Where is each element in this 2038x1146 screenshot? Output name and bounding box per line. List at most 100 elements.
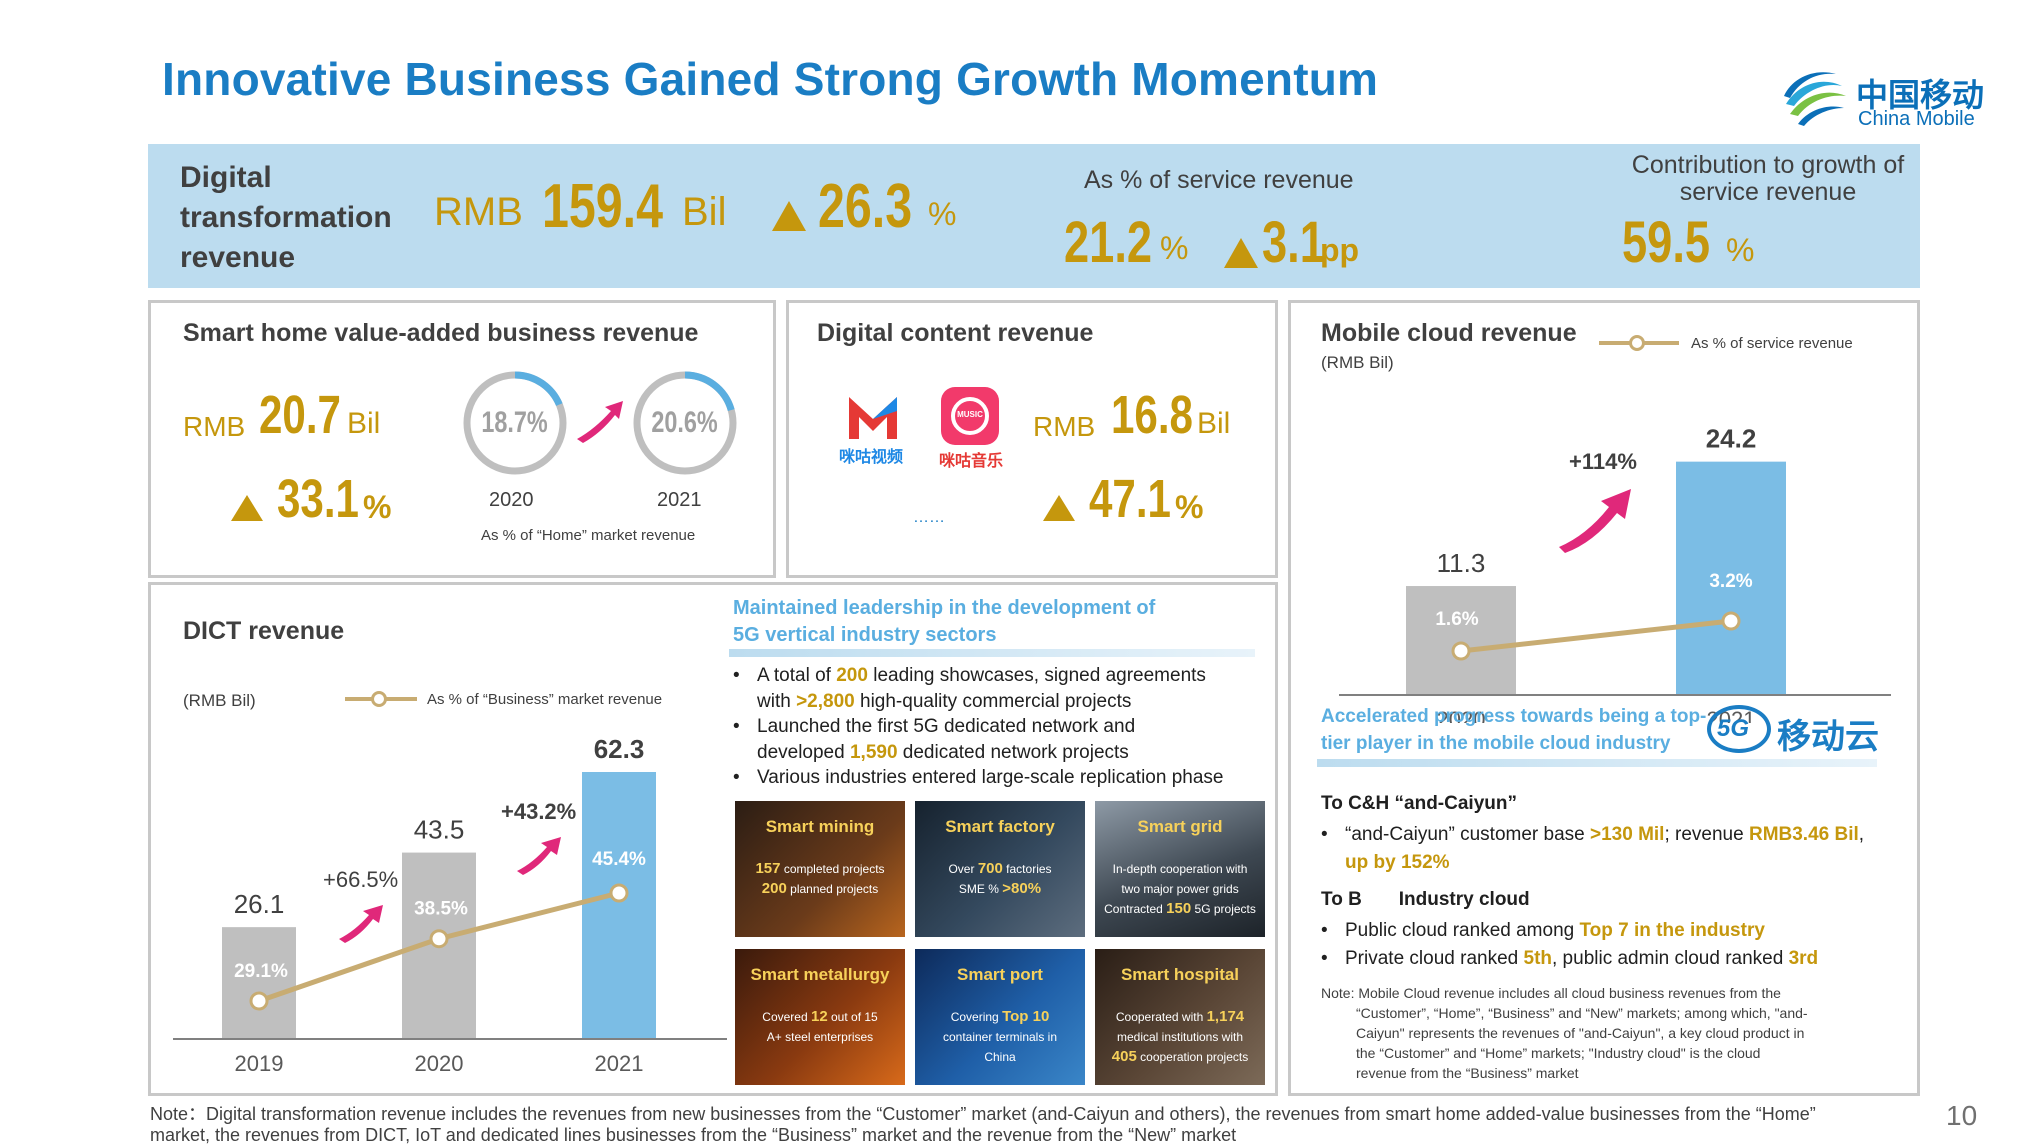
china-mobile-logo: 中国移动 China Mobile	[1780, 66, 1990, 136]
dict-legend-marker	[345, 691, 417, 707]
tile-smart-metallurgy: Smart metallurgy Covered 12 out of 15 A+ …	[735, 949, 905, 1085]
pct-point	[609, 883, 629, 903]
growth-arrow-icon	[577, 401, 623, 443]
dict-chart: 26.1 2019 43.5 2020 62.3 2021 29.1% 38.5% 45.4%	[173, 734, 727, 1076]
china-mobile-logo-icon	[1784, 72, 1846, 126]
vertical-bullet-2-cont: developed 1,590 dedicated network projec…	[757, 741, 1129, 763]
cloud-brand-badge: 5G	[1717, 715, 1750, 742]
pct-service-unit: %	[1160, 230, 1189, 266]
ring-caption: As % of “Home” market revenue	[481, 527, 696, 544]
to-ch-title: To C&H “and-Caiyun”	[1321, 793, 1517, 814]
banner-growth-value: 26.3	[818, 172, 913, 241]
more-apps-ellipsis: ……	[913, 509, 945, 526]
digital-content-panel: Digital content revenue 咪咕视频 MUSIC 咪咕音乐 …	[786, 300, 1278, 578]
banner-revenue: RMB	[434, 190, 523, 235]
smart-home-growth-value: 33.1	[277, 469, 359, 529]
bar-2021	[1676, 461, 1786, 695]
bar-value-label: 62.3	[594, 734, 645, 764]
to-b-bullet-2: Private cloud ranked 5th, public admin c…	[1315, 945, 1818, 973]
contribution-unit: %	[1726, 232, 1755, 268]
migu-music-icon: MUSIC	[941, 387, 999, 445]
banner-rmb-prefix: RMB	[434, 190, 523, 234]
digital-transformation-banner: Digital transformation revenue RMB 159.4…	[148, 144, 1920, 288]
mobile-cloud-unit: (RMB Bil)	[1321, 353, 1394, 372]
dict-legend: As % of “Business” market revenue	[427, 691, 663, 708]
to-b-title: To B Industry cloud	[1321, 889, 1530, 910]
smart-home-rmb: RMB	[183, 411, 246, 442]
to-ch-bullets: “and-Caiyun” customer base >130 Mil; rev…	[1315, 821, 1864, 877]
x-tick-label: 2021	[595, 1051, 644, 1076]
pct-change-arrow-icon	[1224, 238, 1258, 273]
ring-2020-label: 18.7%	[481, 406, 549, 439]
smart-home-growth-arrow-icon	[231, 495, 263, 526]
bar-2019	[222, 927, 296, 1039]
dict-unit: (RMB Bil)	[183, 691, 256, 710]
pct-service-label: As % of service revenue	[1084, 166, 1354, 194]
pct-point	[429, 929, 449, 949]
pct-line	[1460, 618, 1732, 654]
digital-content-rmb: RMB	[1033, 411, 1096, 442]
dict-title: DICT revenue	[183, 617, 345, 645]
digital-content-growth-value: 47.1	[1089, 469, 1171, 529]
pct-change-value: 3.1	[1262, 210, 1325, 275]
smart-home-panel: Smart home value-added business revenue …	[148, 300, 776, 578]
logo-english-text: China Mobile	[1858, 108, 1975, 130]
pct-point	[1721, 611, 1741, 631]
cloud-note: Note: Mobile Cloud revenue includes all …	[1321, 985, 1808, 1081]
vertical-subhead-underline	[729, 649, 1255, 657]
bar-value-label: 11.3	[1437, 548, 1486, 578]
dict-panel: DICT revenue (RMB Bil) As % of “Business…	[148, 582, 1278, 1096]
tile-smart-grid: Smart grid In-depth cooperation with two …	[1095, 801, 1265, 937]
pct-label: 29.1%	[234, 961, 288, 982]
pct-label: 1.6%	[1435, 609, 1478, 630]
dict-growth-1-arrow-icon	[339, 905, 383, 943]
smart-home-growth-unit: %	[363, 489, 392, 525]
banner-label: Digital transformation revenue	[180, 161, 392, 274]
ring-2021-year: 2021	[657, 489, 702, 511]
pct-label: 3.2%	[1709, 571, 1752, 592]
dict-growth-1-label: +66.5%	[323, 867, 399, 892]
to-b-bullets: Public cloud ranked among Top 7 in the i…	[1315, 917, 1818, 973]
banner-growth-unit: %	[928, 196, 957, 232]
digital-content-growth-arrow-icon	[1043, 495, 1075, 526]
to-ch-bullet-1-cont: up by 152%	[1345, 852, 1450, 873]
to-b-bullet-1: Public cloud ranked among Top 7 in the i…	[1315, 917, 1818, 945]
vertical-bullet-1: A total of 200 leading showcases, signed…	[727, 663, 1223, 689]
digital-content-value: 16.8	[1111, 385, 1193, 445]
smart-home-value: 20.7	[259, 385, 341, 445]
pct-label: 45.4%	[592, 849, 646, 870]
bar-value-label: 26.1	[234, 889, 285, 919]
cloud-growth-arrow-icon	[1559, 489, 1631, 553]
digital-content-growth-unit: %	[1175, 489, 1204, 525]
cloud-brand-logo: 5G 移动云	[1707, 701, 1907, 757]
x-tick-label: 2020	[415, 1051, 464, 1076]
tile-smart-hospital: Smart hospital Cooperated with 1,174 medi…	[1095, 949, 1265, 1085]
footer-note: Note：Digital transformation revenue incl…	[150, 1104, 1816, 1145]
ring-2020	[463, 371, 567, 475]
pct-label: 38.5%	[414, 899, 468, 920]
tile-smart-mining: Smart mining 157 completed projects 200 p…	[735, 801, 905, 937]
pct-point	[1451, 641, 1471, 661]
mobile-cloud-legend-marker	[1599, 335, 1679, 351]
bar-value-label: 24.2	[1706, 424, 1757, 454]
mobile-cloud-legend: As % of service revenue	[1691, 335, 1853, 352]
bar-value-label: 43.5	[414, 815, 465, 845]
migu-video-icon	[849, 397, 897, 439]
ring-2021-label: 20.6%	[651, 406, 719, 439]
vertical-bullet-3: Various industries entered large-scale r…	[727, 765, 1223, 791]
page-number: 10	[1946, 1100, 1978, 1131]
digital-content-unit: Bil	[1197, 407, 1231, 440]
dict-growth-2-label: +43.2%	[501, 799, 577, 824]
contribution-value: 59.5	[1622, 210, 1711, 275]
pct-change-unit: pp	[1320, 232, 1360, 268]
vertical-subhead: Maintained leadership in the development…	[733, 597, 1156, 646]
dict-growth-2-arrow-icon	[517, 837, 561, 875]
pct-service-value: 21.2	[1064, 210, 1153, 275]
migu-video-name: 咪咕视频	[839, 447, 904, 466]
vertical-bullet-1-cont: with >2,800 high-quality commercial proj…	[757, 690, 1132, 712]
smart-home-unit: Bil	[347, 407, 381, 440]
logo-chinese-text: 中国移动	[1856, 76, 1985, 114]
vertical-bullet-2: Launched the first 5G dedicated network …	[727, 714, 1223, 740]
tile-smart-port: Smart port Covering Top 10 container term…	[915, 949, 1085, 1085]
